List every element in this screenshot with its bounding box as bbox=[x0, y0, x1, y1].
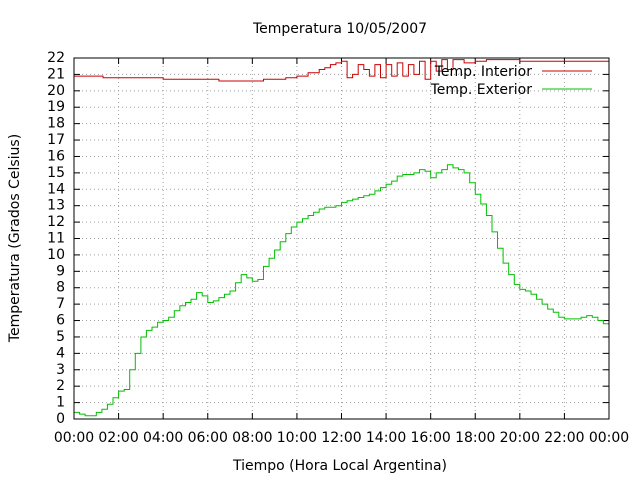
x-tick-label: 02:00 bbox=[98, 430, 138, 446]
y-tick-label: 15 bbox=[47, 165, 65, 181]
y-tick-label: 8 bbox=[56, 280, 65, 296]
series-lines bbox=[74, 59, 610, 417]
y-tick-label: 12 bbox=[47, 214, 65, 230]
y-tick-label: 9 bbox=[56, 263, 65, 279]
x-tick-label: 06:00 bbox=[188, 430, 228, 446]
y-tick-label: 0 bbox=[56, 411, 65, 427]
x-tick-label: 12:00 bbox=[321, 430, 361, 446]
y-tick-label: 13 bbox=[47, 198, 65, 214]
x-tick-label: 00:00 bbox=[589, 430, 629, 446]
y-axis-label: Temperatura (Grados Celsius) bbox=[7, 134, 23, 343]
series-line-exterior bbox=[74, 164, 610, 417]
series-line-interior bbox=[74, 59, 609, 82]
y-tick-label: 21 bbox=[47, 66, 65, 82]
y-tick-label: 14 bbox=[47, 181, 65, 197]
y-tick-label: 11 bbox=[47, 231, 65, 247]
y-tick-label: 20 bbox=[47, 83, 65, 99]
y-tick-label: 1 bbox=[56, 395, 65, 411]
x-tick-label: 10:00 bbox=[277, 430, 317, 446]
grid bbox=[74, 58, 609, 419]
legend-label-exterior: Temp. Exterior bbox=[430, 82, 533, 98]
y-tick-label: 17 bbox=[47, 132, 65, 148]
x-axis-ticks: 00:00 02:00 04:00 06:00 08:00 10:00 12:00 14:00… bbox=[54, 58, 629, 446]
plot-frame bbox=[73, 57, 610, 420]
y-tick-label: 22 bbox=[47, 50, 65, 66]
x-tick-label: 22:00 bbox=[544, 430, 584, 446]
y-tick-label: 5 bbox=[56, 329, 65, 345]
x-tick-label: 14:00 bbox=[366, 430, 406, 446]
y-tick-label: 18 bbox=[47, 116, 65, 132]
y-tick-label: 19 bbox=[47, 99, 65, 115]
x-tick-label: 08:00 bbox=[232, 430, 272, 446]
x-tick-label: 16:00 bbox=[410, 430, 450, 446]
x-axis-label: Tiempo (Hora Local Argentina) bbox=[232, 458, 447, 474]
x-tick-label: 20:00 bbox=[500, 430, 540, 446]
y-tick-label: 16 bbox=[47, 148, 65, 164]
y-tick-label: 7 bbox=[56, 296, 65, 312]
x-tick-label: 00:00 bbox=[54, 430, 94, 446]
legend-label-interior: Temp. Interior bbox=[434, 64, 533, 80]
y-tick-label: 10 bbox=[47, 247, 65, 263]
y-tick-label: 3 bbox=[56, 362, 65, 378]
y-tick-label: 2 bbox=[56, 378, 65, 394]
legend: Temp. Interior Temp. Exterior bbox=[430, 64, 592, 98]
x-tick-label: 18:00 bbox=[455, 430, 495, 446]
x-tick-label: 04:00 bbox=[143, 430, 183, 446]
y-tick-label: 6 bbox=[56, 313, 65, 329]
y-tick-label: 4 bbox=[56, 345, 65, 361]
chart-title: Temperatura 10/05/2007 bbox=[252, 21, 427, 37]
